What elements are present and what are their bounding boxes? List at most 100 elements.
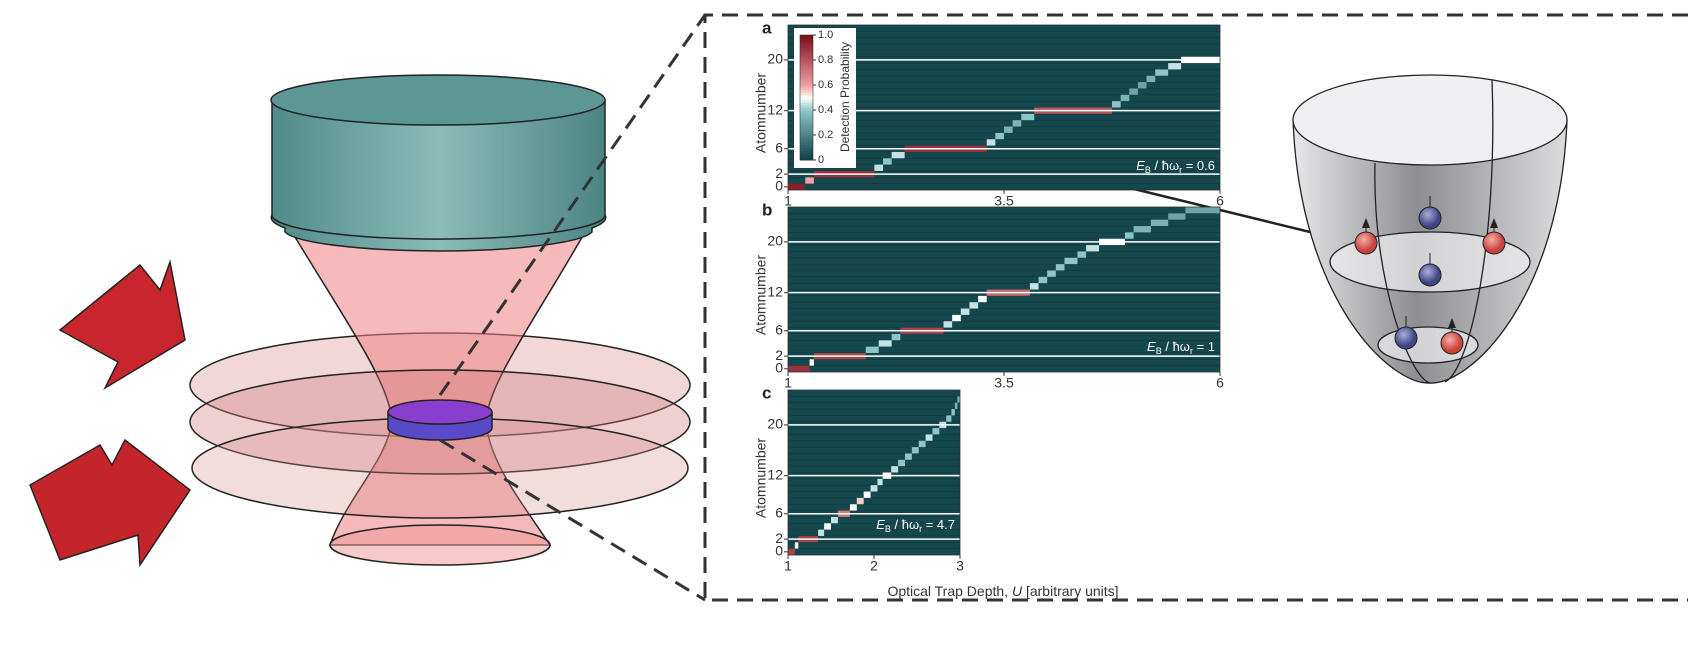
annotation-part: = 1 [1193, 339, 1215, 354]
colorbar-tick-label: 0.2 [818, 129, 833, 141]
x-label-text: Optical Trap Depth, [887, 583, 1012, 599]
heatmap-cell [864, 492, 871, 498]
y-tick-label: 20 [767, 233, 783, 249]
heatmap-cell [905, 453, 912, 459]
heatmap-cell [795, 542, 798, 548]
heatmap-cell [946, 415, 951, 421]
heatmap-cell [810, 359, 814, 365]
heatmap-cell [1047, 270, 1056, 276]
heatmap-cell [978, 296, 987, 302]
heatmap-cell [1021, 114, 1034, 120]
heatmap-cell [1155, 69, 1168, 75]
heatmap-cell [1125, 232, 1134, 238]
annotation-part: = 4.7 [922, 517, 955, 532]
heatmap-cell [912, 447, 919, 453]
panel-letter: a [762, 18, 772, 37]
heatmap-cell [1168, 213, 1185, 219]
heatmap-cell [877, 479, 882, 485]
panel-letter: c [762, 383, 771, 402]
colorbar-tick-label: 0.6 [818, 79, 833, 91]
x-tick-label: 6 [1216, 375, 1224, 391]
heatmap-cell [831, 517, 838, 523]
heatmap-cell [1138, 82, 1147, 88]
x-tick-label: 1 [784, 193, 792, 209]
heatmap-cell [969, 302, 978, 308]
heatmap-cell [871, 485, 878, 491]
heatmap-cell [879, 340, 892, 346]
y-tick-label: 20 [767, 416, 783, 432]
heatmap-cell [1129, 88, 1138, 94]
heatmap-cell [818, 530, 824, 536]
x-tick-label: 2 [870, 558, 878, 574]
x-tick-label: 1 [784, 558, 792, 574]
annotation-part: / ħω [1151, 158, 1179, 173]
y-tick-label: 12 [767, 466, 783, 482]
heatmap-cell [788, 184, 805, 190]
heatmap-cell [788, 366, 810, 372]
annotation-part: / ħω [891, 517, 919, 532]
heatmap-cell [1039, 277, 1048, 283]
annotation-part: E [1147, 339, 1156, 354]
x-tick-label: 3 [956, 558, 964, 574]
y-tick-label: 20 [767, 51, 783, 67]
heatmap-cell [1134, 226, 1151, 232]
heatmap-cell [1077, 251, 1086, 257]
heatmap-cell [1151, 220, 1168, 226]
colorbar-tick-label: 1.0 [818, 29, 833, 41]
x-tick-label: 3.5 [994, 375, 1014, 391]
annotation-part: / ħω [1162, 339, 1190, 354]
heatmap-cell [866, 347, 879, 353]
heatmap-cell [951, 409, 954, 415]
heatmap-cell [1030, 283, 1039, 289]
y-tick-label: 12 [767, 283, 783, 299]
heatmap-cell [805, 177, 814, 183]
heatmap-cell [824, 523, 831, 529]
heatmap-cell [857, 498, 864, 504]
heatmap-cell [1013, 120, 1022, 126]
heatmap-cell [919, 441, 926, 447]
y-axis-label: Atomnumber [753, 73, 769, 153]
heatmap-cell [1056, 264, 1065, 270]
heatmap-cell [874, 165, 883, 171]
panel-letter: b [762, 200, 772, 219]
heatmap-cell [961, 309, 970, 315]
heatmap-cell [926, 434, 933, 440]
colorbar-tick-label: 0.4 [818, 104, 833, 116]
heatmap-cell [952, 315, 961, 321]
setup-illustration [30, 75, 690, 565]
heatmap-cell [995, 133, 1004, 139]
y-tick-label: 2 [775, 530, 783, 546]
y-tick-label: 12 [767, 101, 783, 117]
y-tick-label: 6 [775, 321, 783, 337]
heatmap-cell [892, 334, 901, 340]
annotation-part: = 0.6 [1182, 158, 1215, 173]
y-tick-label: 2 [775, 347, 783, 363]
y-tick-label: 2 [775, 165, 783, 181]
heatmap-cell [850, 504, 857, 510]
heatmap-cell [788, 549, 795, 555]
heatmap-cell [1147, 76, 1156, 82]
heatmap-cell [955, 403, 958, 409]
annotation-part: E [1136, 158, 1145, 173]
heatmap-cell [1112, 101, 1121, 107]
page: {"figure": { "colorbar": {"label": "Dete… [0, 0, 1691, 665]
x-axis-label: Optical Trap Depth, U [arbitrary units] [887, 583, 1118, 599]
heatmap-cell [932, 428, 939, 434]
colorbar-tick-label: 0 [818, 154, 824, 166]
colorbar-label: Detection Probability [838, 42, 852, 152]
heatmap-cell [1185, 207, 1220, 213]
heatmap-cell [1004, 127, 1013, 133]
x-tick-label: 6 [1216, 193, 1224, 209]
x-tick-label: 3.5 [994, 193, 1014, 209]
heatmap-cell [1168, 63, 1181, 69]
figure: Optical Trap Depth, U [arbitrary units] … [0, 0, 1691, 660]
x-tick-label: 1 [784, 375, 792, 391]
heatmap-cell [1064, 258, 1077, 264]
y-tick-label: 6 [775, 139, 783, 155]
y-axis-label: Atomnumber [753, 438, 769, 518]
colorbar-tick-label: 0.8 [818, 54, 833, 66]
heatmap-cell [883, 158, 892, 164]
heatmap-cell [898, 460, 905, 466]
heatmap-cell [987, 139, 996, 145]
heatmap-cell [892, 152, 905, 158]
